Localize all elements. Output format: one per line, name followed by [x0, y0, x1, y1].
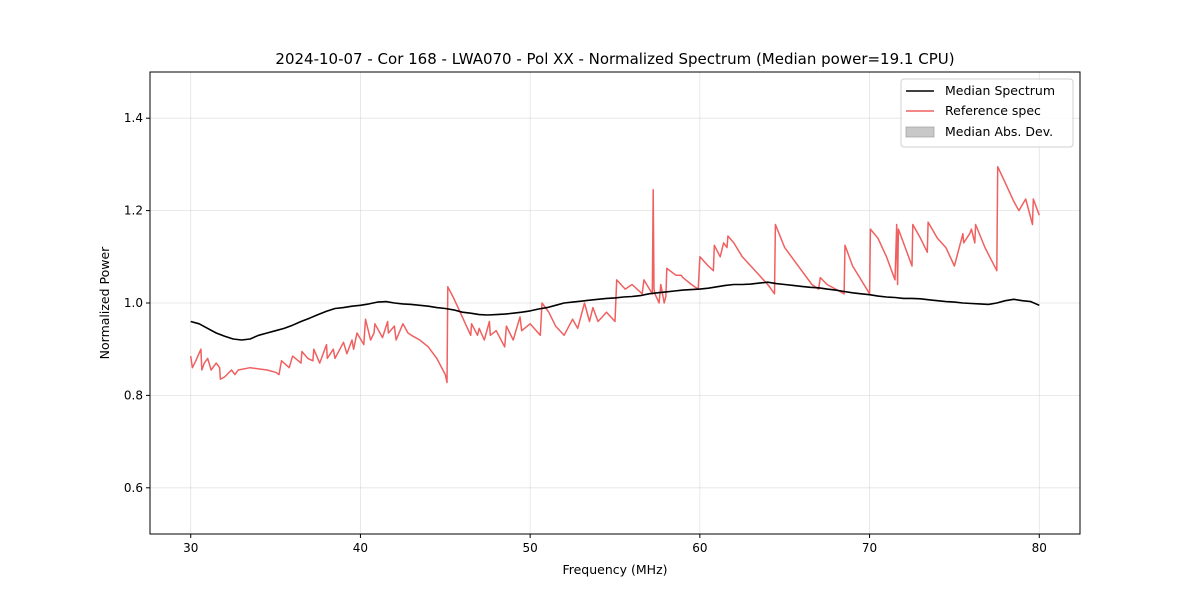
axis-ticks: 30 40 50 60 70 80 0.6 0.8 1.0 1.2 1.4 — [124, 111, 1047, 555]
legend-label-reference-spec: Reference spec — [945, 103, 1041, 118]
y-tick-label: 1.4 — [124, 111, 143, 125]
legend: Median Spectrum Reference spec Median Ab… — [900, 78, 1074, 148]
x-tick-label: 70 — [862, 541, 877, 555]
legend-swatch-median-abs-dev — [905, 126, 935, 138]
median-spectrum-line — [190, 281, 1040, 341]
plot-series — [189, 165, 1041, 384]
y-tick-label: 1.0 — [124, 296, 143, 310]
y-tick-label: 0.8 — [124, 388, 143, 402]
y-tick-label: 0.6 — [124, 481, 143, 495]
legend-label-median-spectrum: Median Spectrum — [945, 83, 1055, 98]
x-tick-label: 30 — [183, 541, 198, 555]
x-axis-label: Frequency (MHz) — [562, 562, 667, 577]
x-tick-label: 50 — [523, 541, 538, 555]
x-tick-label: 40 — [353, 541, 368, 555]
chart-title: 2024-10-07 - Cor 168 - LWA070 - Pol XX -… — [275, 50, 954, 68]
x-tick-label: 60 — [692, 541, 707, 555]
y-axis-label: Normalized Power — [97, 246, 112, 360]
reference-spec-line — [189, 165, 1041, 384]
legend-label-median-abs-dev: Median Abs. Dev. — [945, 124, 1053, 139]
legend-frame — [900, 78, 1074, 148]
x-tick-label: 80 — [1032, 541, 1047, 555]
y-tick-label: 1.2 — [124, 204, 143, 218]
